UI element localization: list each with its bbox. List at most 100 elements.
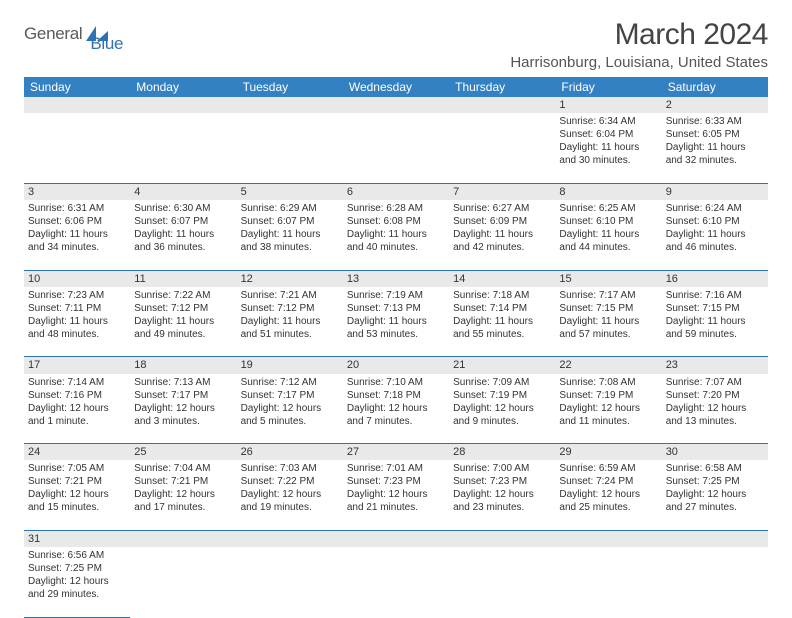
title-block: March 2024 Harrisonburg, Louisiana, Unit…: [510, 18, 768, 71]
day-ss: Sunset: 6:05 PM: [666, 128, 764, 141]
day-ss: Sunset: 7:14 PM: [453, 302, 551, 315]
week-row: Sunrise: 6:31 AMSunset: 6:06 PMDaylight:…: [24, 200, 768, 270]
day-ss: Sunset: 7:21 PM: [134, 475, 232, 488]
day-d2: and 57 minutes.: [559, 328, 657, 341]
day-d1: Daylight: 11 hours: [28, 315, 126, 328]
day-ss: Sunset: 7:19 PM: [559, 389, 657, 402]
day-cell: Sunrise: 6:27 AMSunset: 6:09 PMDaylight:…: [449, 200, 555, 270]
day-number: 8: [555, 183, 661, 200]
day-d1: Daylight: 11 hours: [134, 315, 232, 328]
day-sr: Sunrise: 6:59 AM: [559, 462, 657, 475]
day-ss: Sunset: 7:13 PM: [347, 302, 445, 315]
daynum-row: 12: [24, 97, 768, 113]
day-ss: Sunset: 7:12 PM: [241, 302, 339, 315]
day-d2: and 9 minutes.: [453, 415, 551, 428]
day-cell: Sunrise: 7:05 AMSunset: 7:21 PMDaylight:…: [24, 460, 130, 530]
day-d2: and 44 minutes.: [559, 241, 657, 254]
day-d1: Daylight: 11 hours: [347, 315, 445, 328]
logo-text-1: General: [24, 24, 82, 44]
day-d2: and 36 minutes.: [134, 241, 232, 254]
day-ss: Sunset: 6:10 PM: [666, 215, 764, 228]
day-sr: Sunrise: 7:18 AM: [453, 289, 551, 302]
header: General Blue March 2024 Harrisonburg, Lo…: [24, 18, 768, 71]
day-number: 13: [343, 270, 449, 287]
page-title: March 2024: [510, 18, 768, 52]
day-d1: Daylight: 11 hours: [559, 141, 657, 154]
day-number: [343, 97, 449, 113]
day-number: [130, 97, 236, 113]
day-sr: Sunrise: 7:21 AM: [241, 289, 339, 302]
day-number: 29: [555, 444, 661, 461]
day-ss: Sunset: 6:09 PM: [453, 215, 551, 228]
day-ss: Sunset: 6:06 PM: [28, 215, 126, 228]
week-row: Sunrise: 6:34 AMSunset: 6:04 PMDaylight:…: [24, 113, 768, 183]
day-cell: Sunrise: 6:58 AMSunset: 7:25 PMDaylight:…: [662, 460, 768, 530]
day-d2: and 3 minutes.: [134, 415, 232, 428]
day-sr: Sunrise: 6:27 AM: [453, 202, 551, 215]
day-number: 2: [662, 97, 768, 113]
day-d2: and 53 minutes.: [347, 328, 445, 341]
day-cell: Sunrise: 7:04 AMSunset: 7:21 PMDaylight:…: [130, 460, 236, 530]
col-fri: Friday: [555, 77, 661, 97]
day-sr: Sunrise: 6:33 AM: [666, 115, 764, 128]
calendar-header-row: Sunday Monday Tuesday Wednesday Thursday…: [24, 77, 768, 97]
day-cell: Sunrise: 7:17 AMSunset: 7:15 PMDaylight:…: [555, 287, 661, 357]
day-d1: Daylight: 12 hours: [666, 402, 764, 415]
day-ss: Sunset: 7:23 PM: [347, 475, 445, 488]
day-cell: [449, 547, 555, 617]
day-cell: Sunrise: 6:34 AMSunset: 6:04 PMDaylight:…: [555, 113, 661, 183]
day-sr: Sunrise: 6:28 AM: [347, 202, 445, 215]
day-d1: Daylight: 12 hours: [347, 402, 445, 415]
day-ss: Sunset: 7:21 PM: [28, 475, 126, 488]
day-number: 22: [555, 357, 661, 374]
day-d2: and 40 minutes.: [347, 241, 445, 254]
day-ss: Sunset: 6:10 PM: [559, 215, 657, 228]
col-tue: Tuesday: [237, 77, 343, 97]
day-number: 15: [555, 270, 661, 287]
day-number: 17: [24, 357, 130, 374]
logo-text-2: Blue: [90, 34, 123, 54]
day-cell: [237, 113, 343, 183]
day-d1: Daylight: 11 hours: [666, 228, 764, 241]
day-number: 19: [237, 357, 343, 374]
day-number: 1: [555, 97, 661, 113]
day-number: [24, 97, 130, 113]
day-d2: and 1 minute.: [28, 415, 126, 428]
day-cell: [343, 547, 449, 617]
day-d2: and 51 minutes.: [241, 328, 339, 341]
week-row: Sunrise: 7:14 AMSunset: 7:16 PMDaylight:…: [24, 374, 768, 444]
day-cell: Sunrise: 7:16 AMSunset: 7:15 PMDaylight:…: [662, 287, 768, 357]
day-sr: Sunrise: 7:01 AM: [347, 462, 445, 475]
day-d1: Daylight: 11 hours: [28, 228, 126, 241]
day-cell: [130, 547, 236, 617]
day-d1: Daylight: 12 hours: [28, 402, 126, 415]
day-number: 7: [449, 183, 555, 200]
day-d2: and 38 minutes.: [241, 241, 339, 254]
day-number: 26: [237, 444, 343, 461]
day-d1: Daylight: 12 hours: [453, 488, 551, 501]
day-number: 9: [662, 183, 768, 200]
day-number: 3: [24, 183, 130, 200]
day-cell: Sunrise: 6:59 AMSunset: 7:24 PMDaylight:…: [555, 460, 661, 530]
day-ss: Sunset: 7:19 PM: [453, 389, 551, 402]
day-cell: [555, 547, 661, 617]
daynum-row: 17181920212223: [24, 357, 768, 374]
day-d2: and 13 minutes.: [666, 415, 764, 428]
day-d1: Daylight: 12 hours: [241, 402, 339, 415]
day-cell: Sunrise: 6:24 AMSunset: 6:10 PMDaylight:…: [662, 200, 768, 270]
day-d1: Daylight: 12 hours: [347, 488, 445, 501]
day-d2: and 55 minutes.: [453, 328, 551, 341]
day-d1: Daylight: 11 hours: [453, 315, 551, 328]
day-number: 4: [130, 183, 236, 200]
day-sr: Sunrise: 7:05 AM: [28, 462, 126, 475]
day-d1: Daylight: 12 hours: [28, 488, 126, 501]
day-d1: Daylight: 11 hours: [666, 315, 764, 328]
day-number: 25: [130, 444, 236, 461]
day-d2: and 19 minutes.: [241, 501, 339, 514]
col-sat: Saturday: [662, 77, 768, 97]
day-ss: Sunset: 7:15 PM: [666, 302, 764, 315]
day-number: 11: [130, 270, 236, 287]
day-number: [237, 530, 343, 547]
day-ss: Sunset: 6:07 PM: [134, 215, 232, 228]
day-ss: Sunset: 7:20 PM: [666, 389, 764, 402]
